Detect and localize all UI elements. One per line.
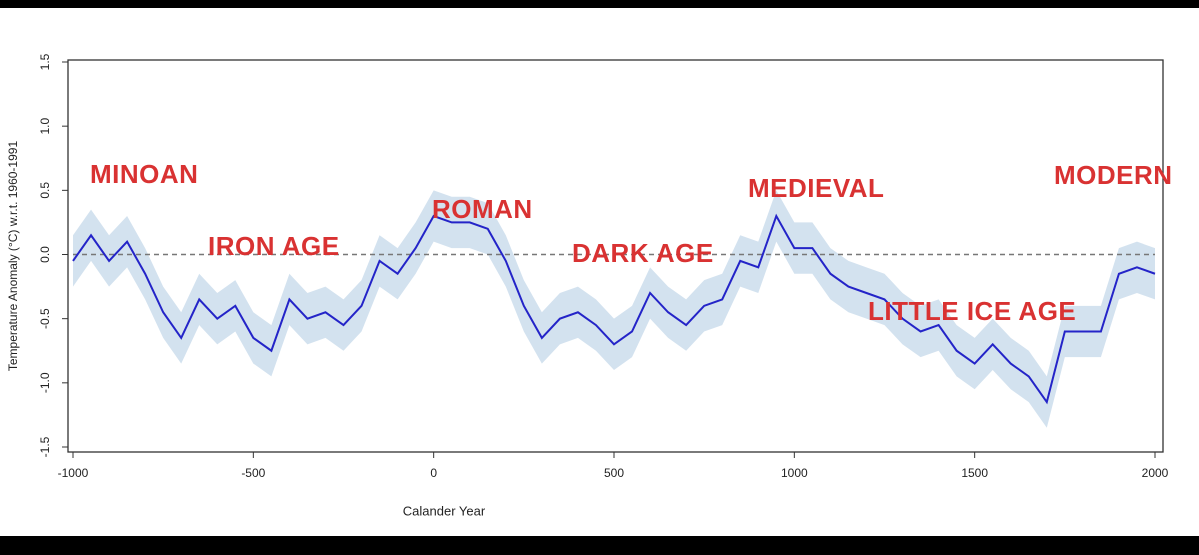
top-bar xyxy=(0,0,1199,8)
period-annotation: MINOAN xyxy=(90,159,198,189)
x-tick-label: 2000 xyxy=(1142,466,1169,480)
period-annotation: MEDIEVAL xyxy=(748,173,884,203)
y-tick-label: 1.5 xyxy=(38,53,52,70)
x-tick-label: 0 xyxy=(430,466,437,480)
bottom-bar xyxy=(0,536,1199,555)
y-tick-label: -1.5 xyxy=(38,436,52,457)
period-annotation: LITTLE ICE AGE xyxy=(868,296,1076,326)
y-tick-label: 0.0 xyxy=(38,246,52,263)
plot-frame xyxy=(67,59,1164,453)
period-annotation: ROMAN xyxy=(432,194,533,224)
period-annotation: MODERN xyxy=(1054,160,1173,190)
y-tick-label: 0.5 xyxy=(38,182,52,199)
period-annotation: DARK AGE xyxy=(572,238,714,268)
uncertainty-band xyxy=(73,190,1155,428)
x-tick-label: 500 xyxy=(604,466,624,480)
series-line xyxy=(72,213,1156,405)
y-tick-label: 1.0 xyxy=(38,118,52,135)
x-tick-label: 1000 xyxy=(781,466,808,480)
y-axis-label: Temperature Anomaly (°C) w.r.t. 1960-199… xyxy=(6,141,20,372)
x-axis-label: Calander Year xyxy=(403,503,486,518)
period-annotation: IRON AGE xyxy=(208,231,340,261)
y-tick-label: -0.5 xyxy=(38,308,52,329)
x-tick-label: -1000 xyxy=(58,466,89,480)
x-tick-label: 1500 xyxy=(961,466,988,480)
y-tick-label: -1.0 xyxy=(38,372,52,393)
x-tick-label: -500 xyxy=(241,466,265,480)
